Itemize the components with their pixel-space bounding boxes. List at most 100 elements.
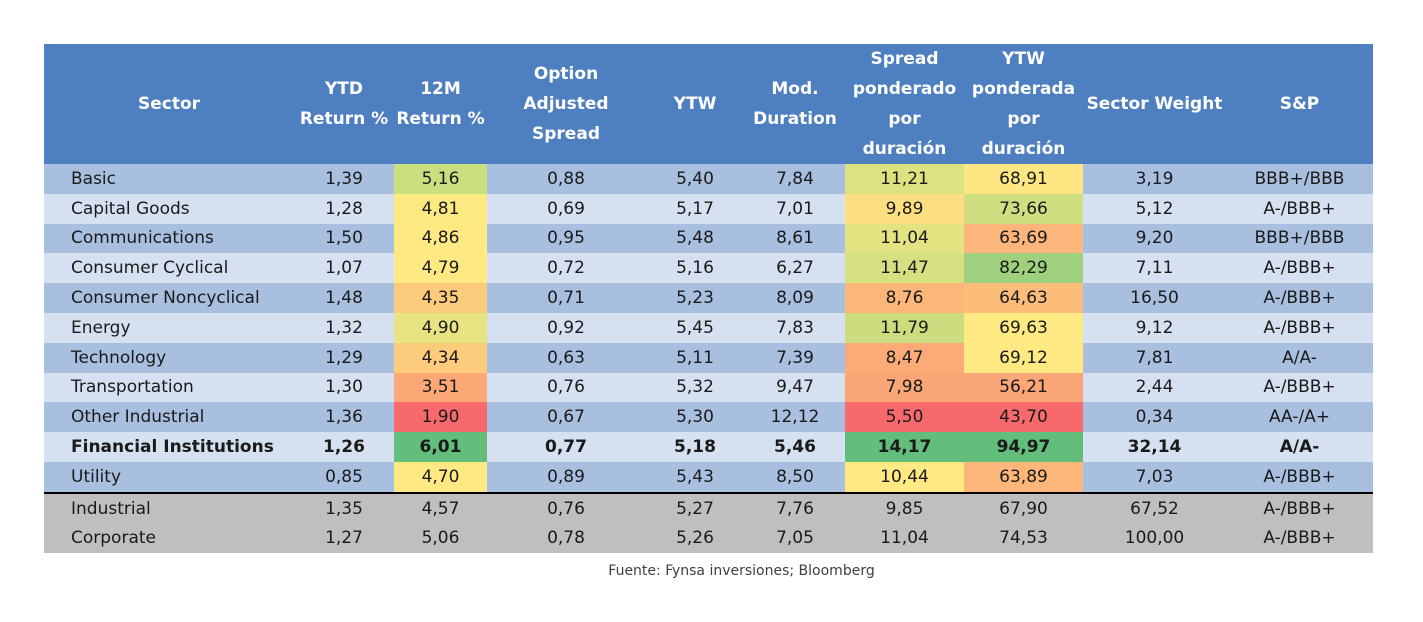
cell-sector: Communications [44, 223, 294, 254]
cell-oas: 0,71 [487, 283, 645, 313]
cell-spw: 8,47 [845, 342, 964, 373]
header-mod-duration: Mod. Duration [745, 44, 845, 164]
cell-ytw: 5,16 [645, 253, 745, 284]
cell-m12: 4,70 [394, 461, 487, 493]
cell-ytwp: 69,12 [964, 342, 1083, 373]
cell-spw: 11,21 [845, 164, 964, 194]
cell-weight: 0,34 [1083, 402, 1226, 433]
cell-m12: 4,86 [394, 223, 487, 254]
header-ytw-ponderada-line: YTW [1002, 49, 1045, 69]
header-mod-duration-line: Duration [753, 109, 837, 129]
cell-ytd: 1,26 [294, 432, 394, 462]
cell-sp: A-/BBB+ [1226, 372, 1373, 403]
cell-spw: 14,17 [845, 432, 964, 462]
cell-dur: 9,47 [745, 372, 845, 403]
cell-ytw: 5,48 [645, 223, 745, 254]
cell-spw: 5,50 [845, 402, 964, 433]
cell-m12: 4,81 [394, 193, 487, 224]
cell-sector: Capital Goods [44, 193, 294, 224]
cell-weight: 3,19 [1083, 164, 1226, 194]
cell-oas: 0,77 [487, 432, 645, 462]
header-row: Sector YTD Return % 12M Return % Option Adjust… [44, 44, 1373, 164]
table-row: Energy 1,32 4,90 0,92 5,45 7,83 11,79 69,63 9,12… [44, 312, 1373, 343]
cell-weight: 67,52 [1083, 491, 1226, 524]
cell-dur: 8,61 [745, 223, 845, 254]
cell-sp: A-/BBB+ [1226, 491, 1373, 524]
cell-weight: 9,20 [1083, 223, 1226, 254]
header-option-adjusted-spread-line: Spread [532, 124, 600, 144]
cell-ytd: 1,35 [294, 491, 394, 524]
cell-m12: 4,57 [394, 491, 487, 524]
cell-spw: 11,04 [845, 523, 964, 554]
cell-dur: 7,76 [745, 491, 845, 524]
header-sp-rating: S&P [1226, 44, 1373, 164]
cell-dur: 6,27 [745, 253, 845, 284]
cell-sp: AA-/A+ [1226, 402, 1373, 433]
cell-weight: 5,12 [1083, 193, 1226, 224]
cell-sp: BBB+/BBB [1226, 164, 1373, 194]
cell-ytd: 1,39 [294, 164, 394, 194]
cell-ytw: 5,30 [645, 402, 745, 433]
header-sector-line: Sector [137, 94, 201, 114]
table-row: Transportation 1,30 3,51 0,76 5,32 9,47 7,98 56… [44, 372, 1373, 403]
header-ytd-return-line: YTD [324, 79, 364, 99]
cell-ytw: 5,45 [645, 312, 745, 343]
cell-sector: Financial Institutions [44, 432, 294, 462]
cell-ytwp: 69,63 [964, 312, 1083, 343]
header-ytw-ponderada-line: por [1007, 109, 1040, 129]
header-sector-weight: Sector Weight [1083, 44, 1226, 164]
header-sector-weight-line: Sector Weight [1086, 94, 1223, 114]
header-ytw: YTW [645, 44, 745, 164]
cell-weight: 100,00 [1083, 523, 1226, 554]
cell-ytw: 5,26 [645, 523, 745, 554]
cell-m12: 4,79 [394, 253, 487, 284]
header-ytw-ponderada-line: ponderada [971, 79, 1076, 99]
cell-sp: A-/BBB+ [1226, 253, 1373, 284]
cell-oas: 0,63 [487, 342, 645, 373]
cell-oas: 0,67 [487, 402, 645, 433]
cell-ytd: 1,30 [294, 372, 394, 403]
cell-ytwp: 63,89 [964, 461, 1083, 493]
cell-oas: 0,78 [487, 523, 645, 554]
cell-oas: 0,76 [487, 372, 645, 403]
cell-sp: A-/BBB+ [1226, 312, 1373, 343]
cell-m12: 4,35 [394, 283, 487, 313]
cell-weight: 7,03 [1083, 461, 1226, 493]
cell-ytwp: 82,29 [964, 253, 1083, 284]
table-row: Industrial 1,35 4,57 0,76 5,27 7,76 9,85 67,90 6… [44, 491, 1373, 524]
cell-spw: 7,98 [845, 372, 964, 403]
cell-ytw: 5,18 [645, 432, 745, 462]
header-spread-ponderado-line: ponderado [852, 79, 957, 99]
cell-spw: 11,79 [845, 312, 964, 343]
cell-sector: Corporate [44, 523, 294, 554]
cell-spw: 8,76 [845, 283, 964, 313]
cell-sp: A-/BBB+ [1226, 461, 1373, 493]
cell-ytwp: 67,90 [964, 491, 1083, 524]
source-note: Fuente: Fynsa inversiones; Bloomberg [608, 563, 875, 579]
cell-spw: 9,89 [845, 193, 964, 224]
cell-weight: 7,81 [1083, 342, 1226, 373]
table-row: Basic 1,39 5,16 0,88 5,40 7,84 11,21 68,91 3,19 B… [44, 164, 1373, 194]
cell-ytwp: 94,97 [964, 432, 1083, 462]
header-spread-ponderado-line: Spread [870, 49, 939, 69]
cell-ytd: 1,50 [294, 223, 394, 254]
cell-ytd: 1,48 [294, 283, 394, 313]
cell-spw: 11,47 [845, 253, 964, 284]
cell-m12: 1,90 [394, 402, 487, 433]
header-option-adjusted-spread-line: Adjusted [523, 94, 609, 114]
table-row: Consumer Cyclical 1,07 4,79 0,72 5,16 6,27 11,… [44, 253, 1373, 284]
cell-ytd: 0,85 [294, 461, 394, 493]
cell-ytd: 1,07 [294, 253, 394, 284]
header-ytd-return-line: Return % [299, 109, 389, 129]
cell-dur: 7,39 [745, 342, 845, 373]
cell-dur: 8,09 [745, 283, 845, 313]
cell-sector: Other Industrial [44, 402, 294, 433]
cell-ytd: 1,29 [294, 342, 394, 373]
table-row: Consumer Noncyclical 1,48 4,35 0,71 5,23 8,09… [44, 283, 1373, 313]
cell-spw: 10,44 [845, 461, 964, 493]
cell-ytwp: 68,91 [964, 164, 1083, 194]
header-spread-ponderado: Spread ponderado por duración [845, 44, 964, 164]
header-spread-ponderado-line: duración [862, 139, 947, 159]
header-option-adjusted-spread-line: Option [533, 64, 599, 84]
cell-dur: 7,83 [745, 312, 845, 343]
